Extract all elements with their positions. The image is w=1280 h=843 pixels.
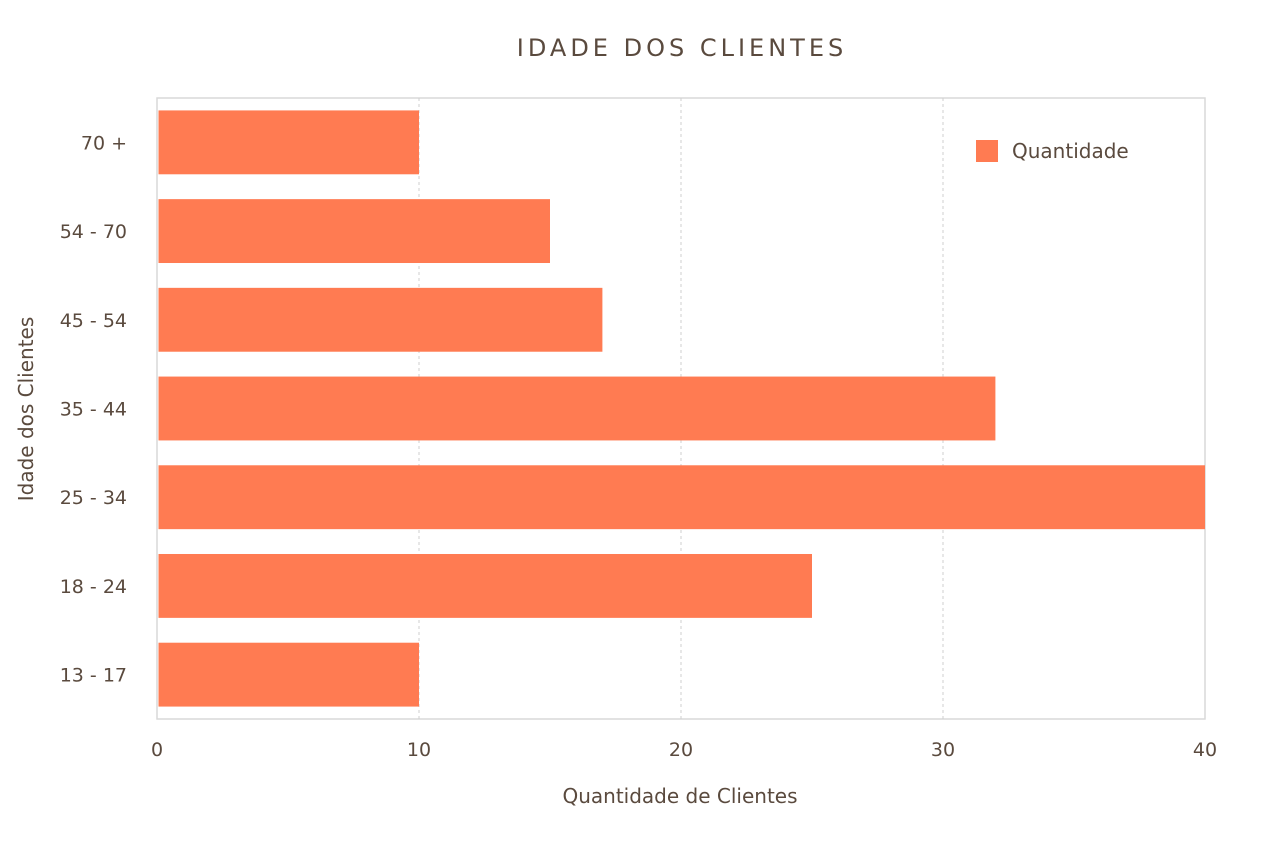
y-tick-label: 45 - 54 [60,310,127,332]
chart-title: IDADE DOS CLIENTES [517,34,847,62]
legend-label: Quantidade [1012,139,1129,163]
x-tick-label: 10 [407,739,431,761]
x-tick-label: 0 [151,739,163,761]
y-tick-labels: 13 - 17 18 - 24 25 - 34 35 - 44 45 - 54 54 - … [60,132,127,686]
x-tick-labels: 0 10 20 30 40 [151,739,1217,761]
bar [158,553,812,618]
bar [158,287,603,352]
y-tick-label: 70 + [81,132,127,154]
bar [158,199,550,264]
y-tick-label: 13 - 17 [60,665,127,687]
x-tick-label: 40 [1193,739,1217,761]
x-tick-label: 30 [931,739,955,761]
legend: Quantidade [976,139,1129,163]
bar [158,110,419,175]
legend-swatch [976,140,998,162]
y-tick-label: 25 - 34 [60,487,127,509]
y-axis-label: Idade dos Clientes [14,317,38,502]
x-axis-label: Quantidade de Clientes [562,784,797,808]
bars [158,110,1205,707]
y-tick-label: 35 - 44 [60,399,127,421]
bar [158,376,996,441]
y-tick-label: 54 - 70 [60,221,127,243]
bar [158,465,1205,530]
bar [158,642,419,707]
y-tick-label: 18 - 24 [60,576,127,598]
x-tick-label: 20 [669,739,693,761]
